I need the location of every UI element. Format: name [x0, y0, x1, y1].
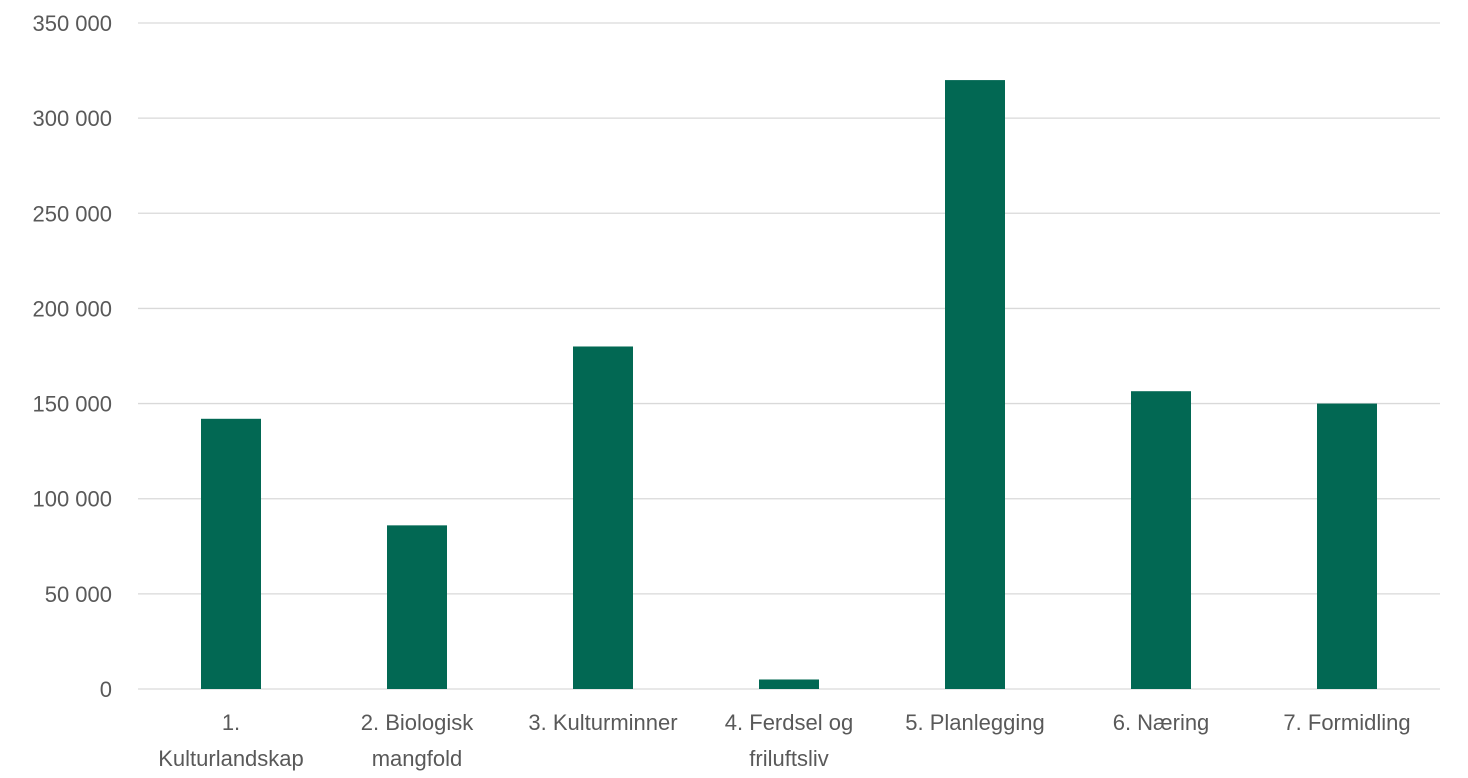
- x-category-label: 3. Kulturminner: [528, 710, 677, 735]
- bar-1: [201, 418, 261, 689]
- x-category-label-line: Kulturlandskap: [158, 746, 304, 771]
- bar-2: [387, 525, 447, 689]
- y-tick-label: 0: [100, 677, 112, 702]
- bar-7: [1317, 403, 1377, 689]
- y-tick-label: 150 000: [32, 392, 112, 417]
- x-category-label-line: 7. Formidling: [1283, 710, 1410, 735]
- x-category-label-line: 3. Kulturminner: [528, 710, 677, 735]
- y-tick-label: 250 000: [32, 201, 112, 226]
- x-category-label: 1. Kulturlandskap: [158, 710, 304, 771]
- x-category-label-line: 1.: [222, 710, 240, 735]
- bars: [201, 80, 1377, 690]
- x-category-label-line: mangfold: [372, 746, 463, 771]
- y-axis-tick-labels: 0 50 000 100 000 150 000 200 000 250 000 300 0…: [32, 11, 112, 702]
- y-tick-label: 100 000: [32, 487, 112, 512]
- x-category-label-line: 2. Biologisk: [361, 710, 475, 735]
- x-category-label-line: 4. Ferdsel og: [725, 710, 853, 735]
- y-tick-label: 50 000: [45, 582, 112, 607]
- gridlines: [138, 22, 1440, 690]
- y-tick-label: 300 000: [32, 106, 112, 131]
- x-category-label: 2. Biologisk mangfold: [361, 710, 475, 771]
- x-category-label-line: 5. Planlegging: [905, 710, 1044, 735]
- x-category-label: 7. Formidling: [1283, 710, 1410, 735]
- x-axis-category-labels: 1. Kulturlandskap 2. Biologisk mangfold 3. K…: [158, 710, 1410, 771]
- x-category-label: 4. Ferdsel og friluftsliv: [725, 710, 853, 771]
- x-category-label: 5. Planlegging: [905, 710, 1044, 735]
- x-category-label: 6. Næring: [1113, 710, 1210, 735]
- bar-6: [1131, 391, 1191, 689]
- bar-5: [945, 80, 1005, 690]
- x-category-label-line: 6. Næring: [1113, 710, 1210, 735]
- bar-4: [759, 679, 819, 689]
- bar-3: [573, 346, 633, 689]
- y-tick-label: 200 000: [32, 296, 112, 321]
- x-category-label-line: friluftsliv: [749, 746, 828, 771]
- y-tick-label: 350 000: [32, 11, 112, 36]
